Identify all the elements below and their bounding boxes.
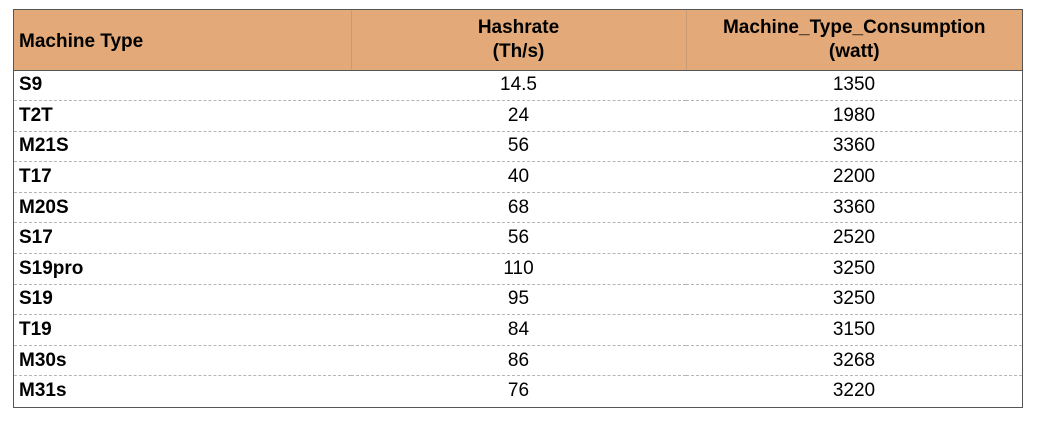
- header-hashrate-label: Hashrate: [477, 16, 560, 38]
- machine-table-container: Machine Type Hashrate (Th/s) Machine_Typ…: [13, 9, 1023, 408]
- cell-consumption: 3268: [686, 345, 1022, 377]
- cell-consumption: 3220: [832, 380, 876, 402]
- header-machine-type: Machine Type: [14, 10, 351, 71]
- header-hashrate: Hashrate (Th/s): [350, 10, 686, 71]
- cell-machine-type: T17: [14, 161, 351, 193]
- cell-hashrate: 95: [351, 284, 686, 316]
- cell-consumption: 3150: [686, 314, 1022, 346]
- table-row: M21S 56 3360: [14, 131, 1022, 163]
- cell-hashrate: 14.5: [351, 70, 686, 102]
- table-row: M30s 86 3268: [14, 345, 1022, 377]
- cell-hashrate: 68: [351, 192, 686, 224]
- cell-consumption: 3250: [686, 284, 1022, 316]
- header-consumption: Machine_Type_Consumption (watt): [685, 10, 1022, 71]
- cell-machine-type: S9: [14, 70, 351, 102]
- cell-hashrate: 76: [507, 380, 530, 402]
- table-row: S19 95 3250: [14, 284, 1022, 316]
- cell-consumption: 1980: [686, 100, 1022, 132]
- table-row: T19 84 3150: [14, 314, 1022, 346]
- table-header: Machine Type Hashrate (Th/s) Machine_Typ…: [14, 10, 1022, 71]
- cell-hashrate: 84: [351, 314, 686, 346]
- cell-hashrate: 110: [351, 253, 686, 285]
- table-row: M31s 76 3220: [14, 376, 1022, 407]
- table-row: T2T 24 1980: [14, 100, 1022, 132]
- table-row: T17 40 2200: [14, 161, 1022, 193]
- cell-consumption: 3360: [686, 192, 1022, 224]
- table-row: S9 14.5 1350: [14, 70, 1022, 102]
- cell-machine-type: M20S: [14, 192, 351, 224]
- table-row: S19pro 110 3250: [14, 253, 1022, 285]
- table-row: S17 56 2520: [14, 222, 1022, 255]
- cell-consumption: 1350: [686, 70, 1022, 102]
- header-consumption-label: Machine_Type_Consumption: [722, 16, 986, 38]
- cell-hashrate: 24: [351, 100, 686, 132]
- cell-machine-type: S17: [14, 222, 351, 255]
- header-machine-type-label: Machine Type: [19, 30, 144, 52]
- cell-machine-type: S19: [14, 284, 351, 316]
- table-row: M20S 68 3360: [14, 192, 1022, 224]
- cell-machine-type: T2T: [14, 100, 351, 132]
- cell-hashrate: 86: [351, 345, 686, 377]
- cell-hashrate: 56: [351, 222, 686, 255]
- cell-machine-type: M21S: [14, 131, 351, 163]
- cell-consumption: 3360: [686, 131, 1022, 163]
- header-hashrate-unit: (Th/s): [492, 40, 545, 62]
- cell-hashrate: 56: [351, 131, 686, 163]
- cell-machine-type: S19pro: [14, 253, 351, 285]
- cell-hashrate: 40: [351, 161, 686, 193]
- cell-machine-type: M31s: [19, 380, 67, 402]
- header-row: Machine Type Hashrate (Th/s) Machine_Typ…: [14, 10, 1022, 71]
- cell-consumption: 2520: [686, 222, 1022, 255]
- cell-machine-type: T19: [14, 314, 351, 346]
- cell-consumption: 2200: [686, 161, 1022, 193]
- header-consumption-unit: (watt): [828, 40, 880, 62]
- table-body: S9 14.5 1350 T2T 24 1980 M21S 56 3360 T1…: [14, 70, 1022, 407]
- cell-consumption: 3250: [686, 253, 1022, 285]
- machine-table: Machine Type Hashrate (Th/s) Machine_Typ…: [14, 10, 1022, 407]
- cell-machine-type: M30s: [14, 345, 351, 377]
